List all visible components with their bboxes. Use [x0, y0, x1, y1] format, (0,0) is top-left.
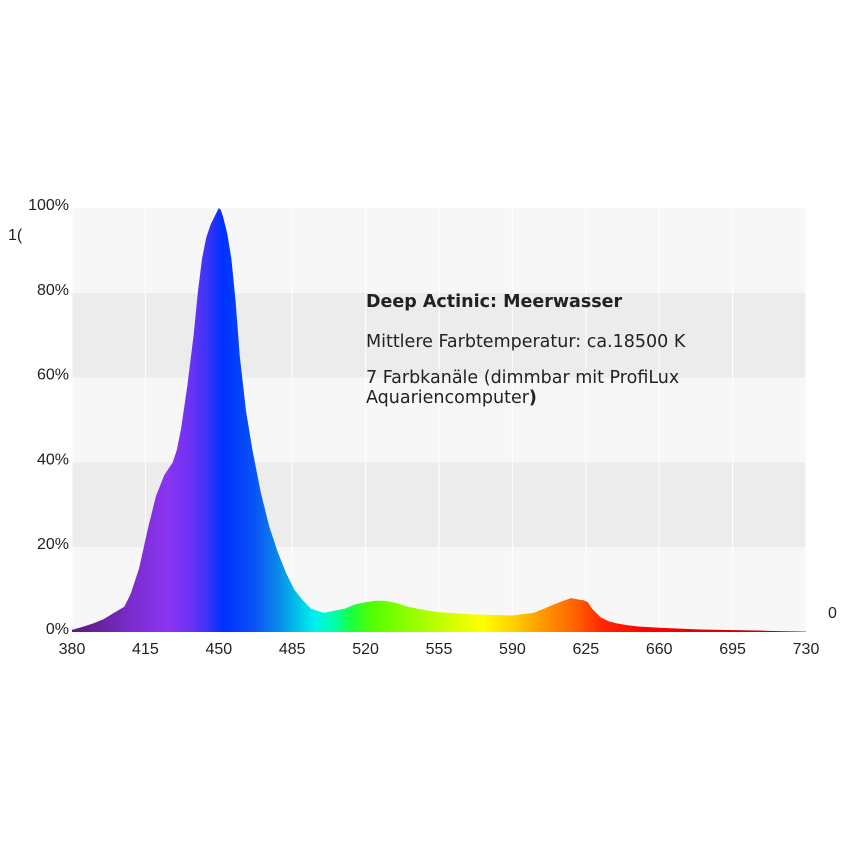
right-edge-label: 0: [828, 605, 837, 622]
left-edge-label-fragment: 1(: [8, 227, 23, 244]
x-tick-label: 695: [719, 641, 746, 658]
x-tick-label: 415: [132, 641, 159, 658]
y-tick-label: 80%: [37, 282, 69, 299]
x-tick-label: 380: [59, 641, 86, 658]
y-tick-label: 20%: [37, 536, 69, 553]
x-tick-label: 660: [646, 641, 673, 658]
spectrum-area: [72, 208, 806, 632]
annotation-title: Deep Actinic: Meerwasser: [366, 292, 623, 312]
annotation-channels-paren: ): [528, 388, 537, 408]
x-tick-label: 450: [205, 641, 232, 658]
x-tick-label: 590: [499, 641, 526, 658]
x-axis-ticks: 380 415 450 485 520 555 590 625 660 695 730: [59, 641, 820, 658]
annotation-channels-text: 7 Farbkanäle (dimmbar mit ProfiLux Aquar…: [366, 368, 680, 408]
y-tick-label: 40%: [37, 451, 69, 468]
y-tick-label: 100%: [28, 197, 69, 214]
annotation-color-temp: Mittlere Farbtemperatur: ca.18500 K: [366, 332, 686, 352]
x-tick-label: 555: [426, 641, 453, 658]
x-tick-label: 485: [279, 641, 306, 658]
y-tick-label: 0%: [46, 621, 69, 638]
x-tick-label: 730: [793, 641, 820, 658]
y-tick-label: 60%: [37, 367, 69, 384]
annotation-channels: 7 Farbkanäle (dimmbar mit ProfiLux Aquar…: [366, 368, 766, 408]
y-axis-ticks: 0% 20% 40% 60% 80% 100%: [28, 197, 69, 638]
x-tick-label: 520: [352, 641, 379, 658]
x-tick-label: 625: [572, 641, 599, 658]
